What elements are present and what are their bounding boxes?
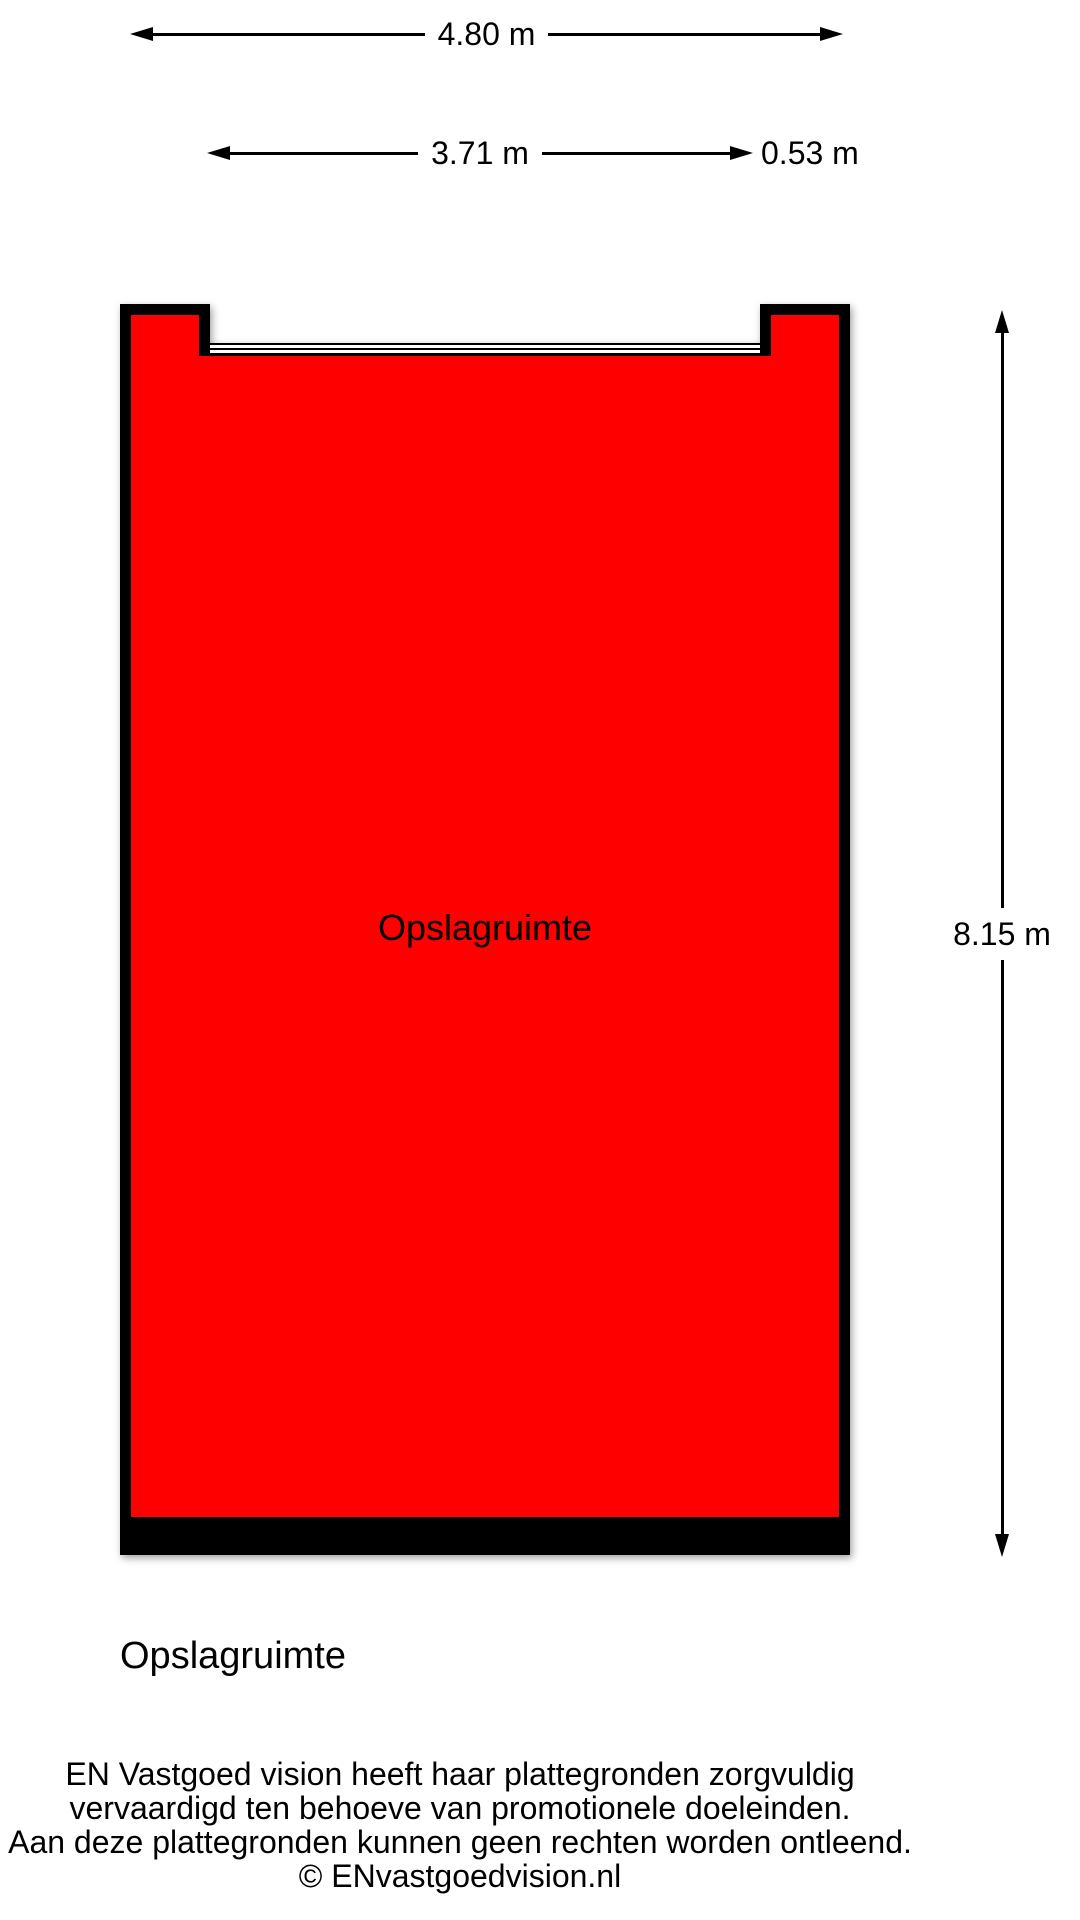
plan-title: Opslagruimte xyxy=(120,1635,346,1677)
footer-line-1: EN Vastgoed vision heeft haar plattegron… xyxy=(65,1756,855,1792)
dimension-line xyxy=(1000,333,1004,908)
dimension-total-height-label: 8.15 m xyxy=(953,915,1051,952)
dimension-opening-width-label: 3.71 m xyxy=(431,135,529,171)
dimension-total-width-label: 4.80 m xyxy=(437,16,536,52)
dimension-line xyxy=(153,32,425,36)
room-floor-area xyxy=(131,356,839,1517)
window-symbol xyxy=(210,343,760,356)
arrow-left-icon xyxy=(207,146,230,160)
dimension-side-width-label: 0.53 m xyxy=(761,135,859,171)
arrow-right-icon xyxy=(730,146,754,160)
dimension-total-height: 8.15 m xyxy=(953,310,1051,1557)
footer-line-3: Aan deze plattegronden kunnen geen recht… xyxy=(8,1824,912,1860)
room-floorplan xyxy=(120,304,850,1555)
dimension-line xyxy=(541,151,731,155)
arrow-up-icon xyxy=(995,310,1009,333)
wall-pillar-right xyxy=(760,304,850,356)
dimension-opening-width: 3.71 m xyxy=(207,135,754,171)
room-label: Opslagruimte xyxy=(377,907,593,948)
room-wall-outline xyxy=(120,343,850,1555)
dimension-total-width: 4.80 m xyxy=(130,16,844,52)
arrow-right-icon xyxy=(820,27,844,41)
wall-pillar-right-inner xyxy=(771,315,839,356)
arrow-left-icon xyxy=(130,27,153,41)
dimension-line xyxy=(548,32,821,36)
dimension-line xyxy=(1000,959,1004,1534)
footer-line-2: vervaardigd ten behoeve van promotionele… xyxy=(69,1790,851,1826)
dimension-line xyxy=(230,151,419,155)
footer-disclaimer: EN Vastgoed vision heeft haar plattegron… xyxy=(0,1757,920,1893)
footer-copyright: © ENvastgoedvision.nl xyxy=(298,1858,622,1894)
wall-pillar-left-inner xyxy=(131,315,199,356)
arrow-down-icon xyxy=(995,1534,1009,1557)
wall-pillar-left xyxy=(120,304,210,356)
